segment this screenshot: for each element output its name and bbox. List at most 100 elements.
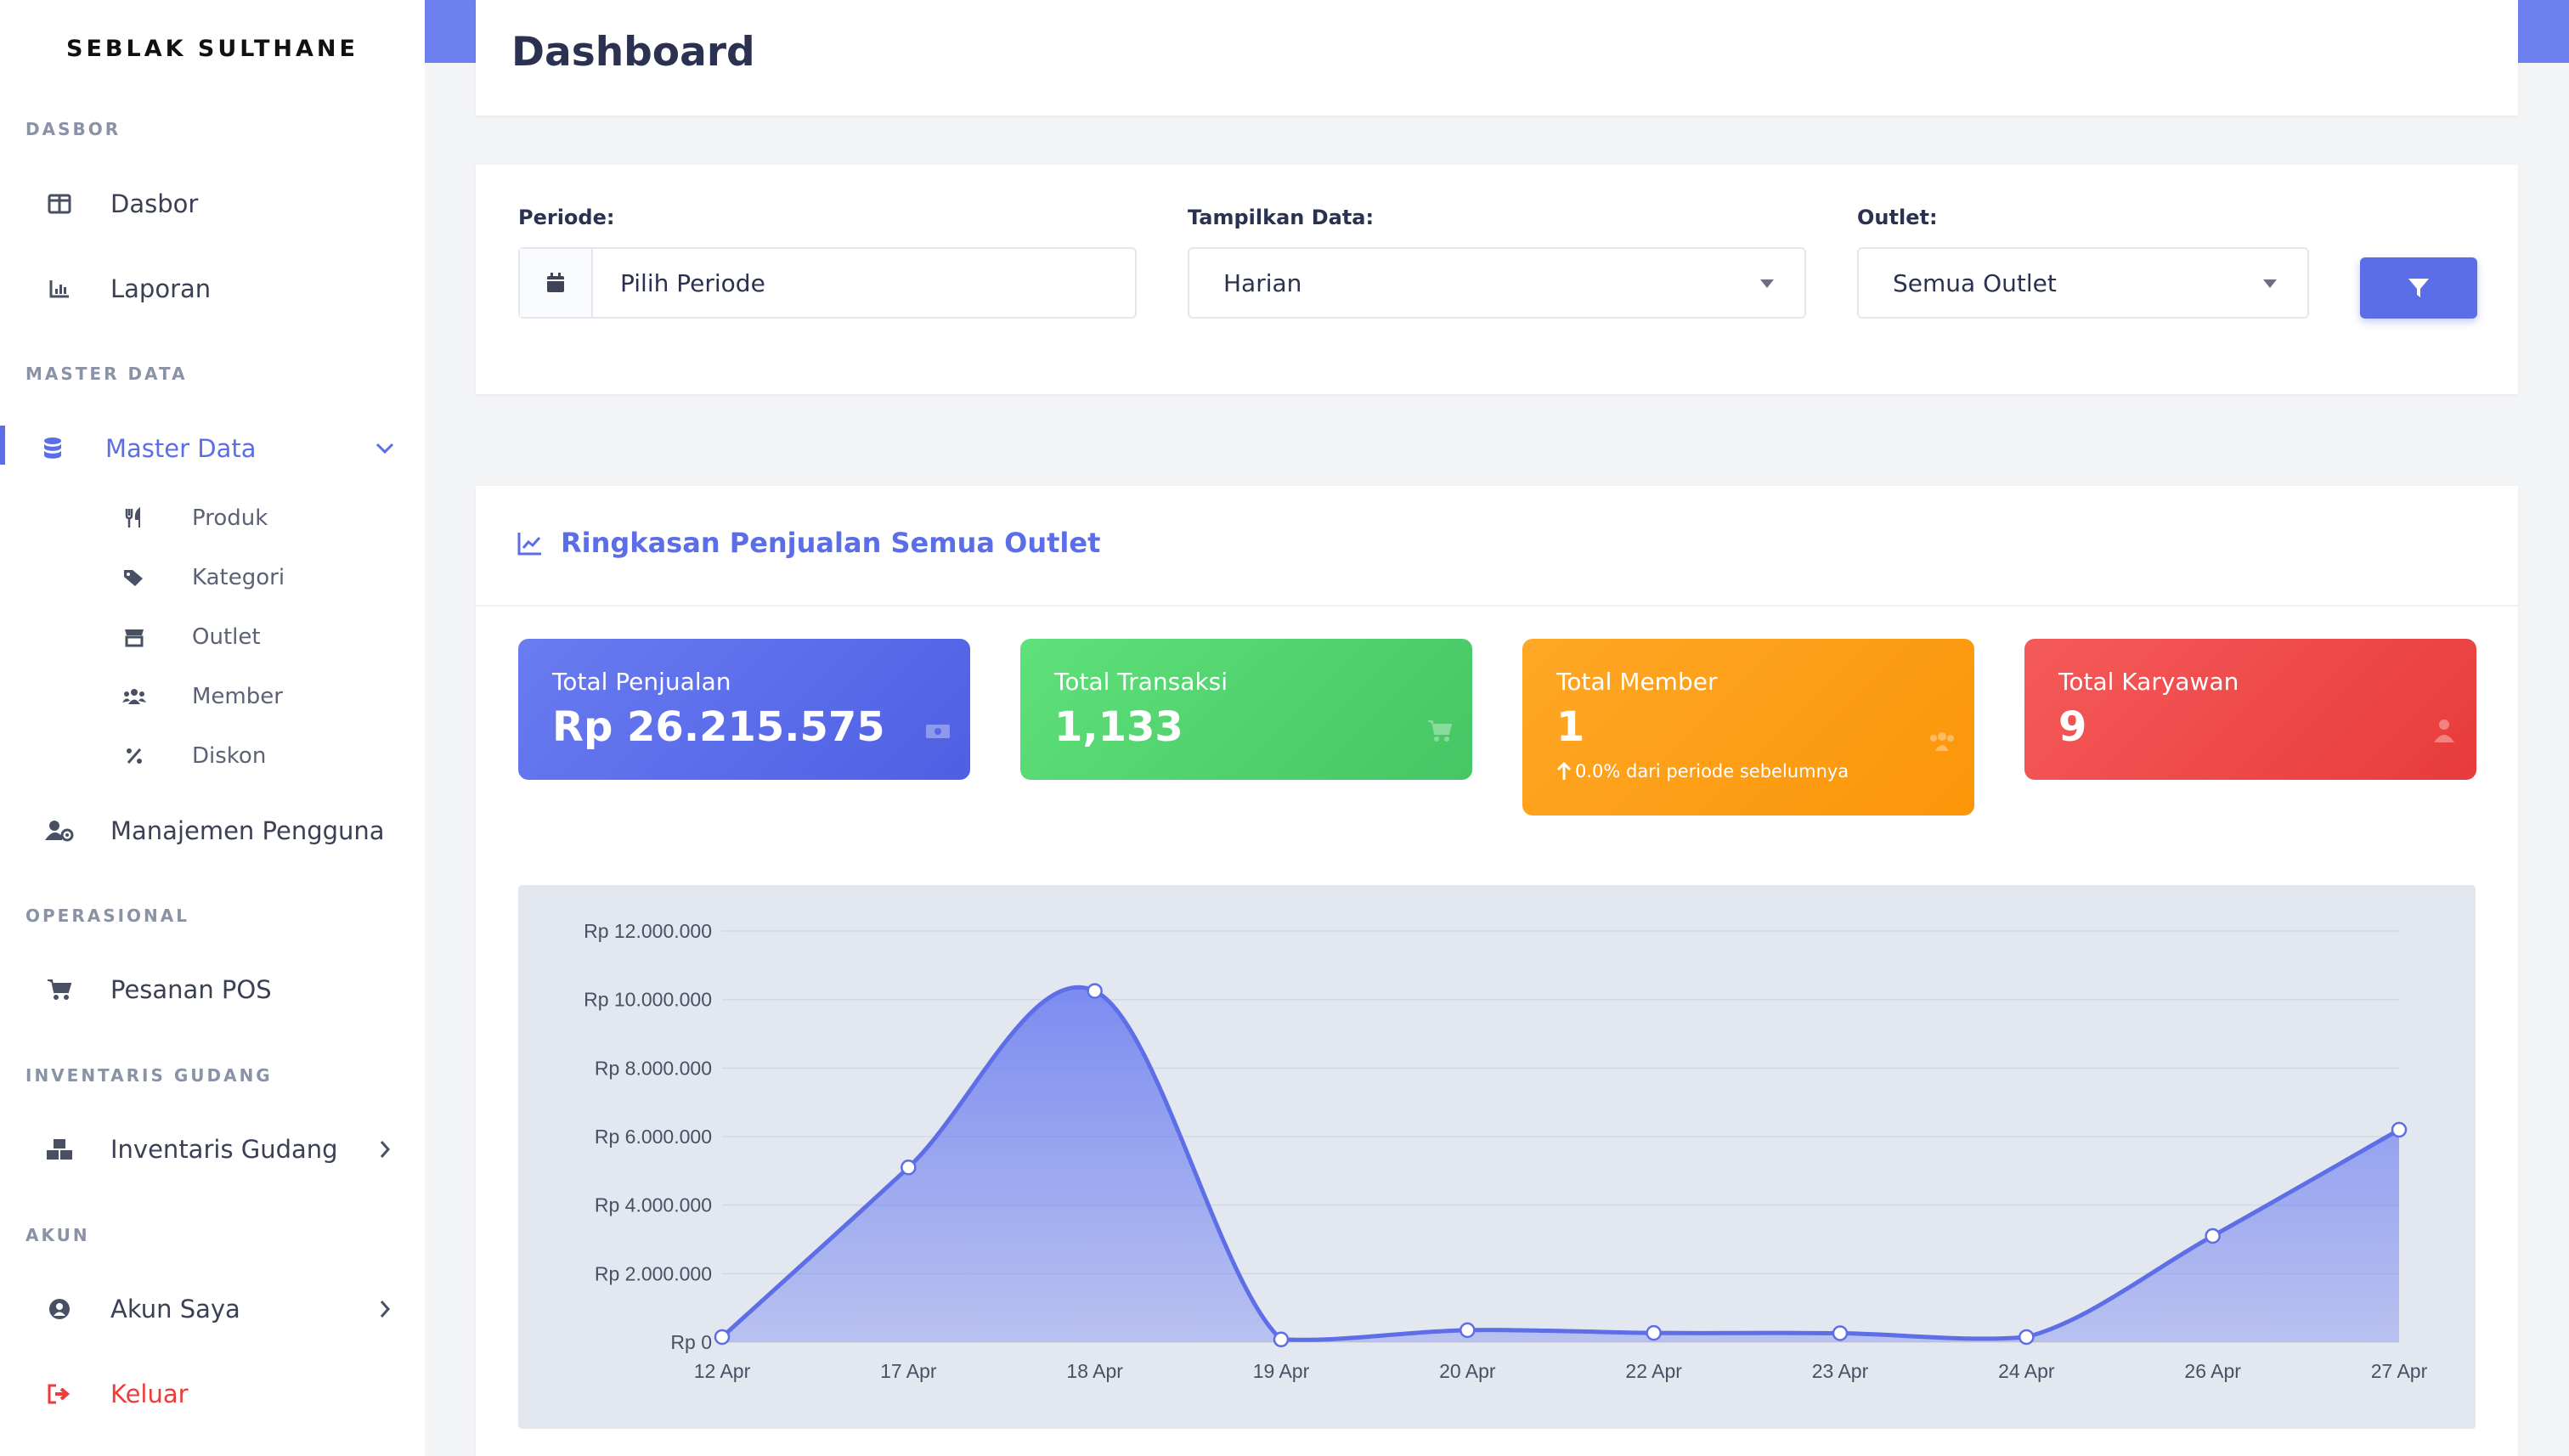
data-point [901,1160,917,1176]
x-tick-label: 19 Apr [1253,1360,1310,1382]
y-tick-label: Rp 0 [670,1331,712,1353]
sidebar-subitem-outlet[interactable]: Outlet [0,612,425,663]
tags-icon [121,564,148,591]
chevron-down-icon[interactable] [372,436,398,461]
y-tick-label: Rp 8.000.000 [595,1057,712,1079]
stat-value: 1,133 [1054,703,1183,751]
stat-card-total-member: Total Member 1 0.0% dari periode sebelum… [1522,639,1974,815]
filter-card: Periode: Pilih Periode Tampilkan Data: H… [476,165,2518,394]
data-point [2391,1121,2408,1138]
sidebar-subitem-label: Diskon [192,743,267,769]
x-tick-label: 20 Apr [1439,1360,1496,1382]
stat-title: Total Member [1556,668,1718,696]
section-akun: AKUN [25,1225,90,1245]
sidebar-subitem-kategori[interactable]: Kategori [0,552,425,603]
stat-change-note: 0.0% dari periode sebelumnya [1556,761,1849,782]
data-point [1832,1325,1849,1341]
sidebar: SEBLAK SULTHANE DASBOR Dasbor Laporan MA… [0,0,425,1456]
database-icon [37,433,68,464]
sidebar-item-label: Master Data [105,434,257,463]
section-operasional: OPERASIONAL [25,906,190,926]
data-point [2019,1329,2035,1346]
arrow-up-icon [1556,762,1572,780]
tampilkan-data-value: Harian [1223,269,1302,297]
stat-card-total-penjualan: Total Penjualan Rp 26.215.575 [518,639,970,780]
tampilkan-data-label: Tampilkan Data: [1188,206,1375,229]
chevron-right-icon[interactable] [372,1296,398,1322]
sidebar-subitem-member[interactable]: Member [0,671,425,722]
sidebar-item-label: Dasbor [110,189,199,218]
boxes-icon [44,1134,75,1165]
y-tick-label: Rp 2.000.000 [595,1262,712,1284]
sidebar-item-pesanan-pos[interactable]: Pesanan POS [0,960,425,1019]
sales-chart-svg: Rp 0 Rp 2.000.000 Rp 4.000.000 Rp 6.000.000… [584,920,2428,1382]
sidebar-item-laporan[interactable]: Laporan [0,259,425,319]
y-tick-label: Rp 10.000.000 [584,989,712,1011]
utensils-icon [121,505,148,532]
page-title: Dashboard [511,29,755,76]
periode-input[interactable]: Pilih Periode [518,247,1137,319]
caret-down-icon [2263,279,2277,288]
tampilkan-data-select[interactable]: Harian [1188,247,1806,319]
x-tick-label: 17 Apr [880,1360,937,1382]
x-tick-label: 23 Apr [1812,1360,1869,1382]
x-tick-label: 18 Apr [1066,1360,1123,1382]
stat-change-text: 0.0% dari periode sebelumnya [1575,761,1849,782]
stat-value: 9 [2058,703,2087,751]
sidebar-item-keluar[interactable]: Keluar [0,1364,425,1424]
sidebar-subitem-label: Outlet [192,624,261,650]
data-point [1646,1324,1662,1341]
stat-title: Total Karyawan [2058,668,2239,696]
data-point [1273,1331,1290,1348]
outlet-label: Outlet: [1857,206,1938,229]
periode-label: Periode: [518,206,615,229]
section-master-data: MASTER DATA [25,364,188,384]
sidebar-item-akun-saya[interactable]: Akun Saya [0,1279,425,1339]
y-tick-label: Rp 6.000.000 [595,1126,712,1148]
caret-down-icon [1760,279,1774,288]
sidebar-item-inventaris-gudang[interactable]: Inventaris Gudang [0,1120,425,1179]
outlet-value: Semua Outlet [1893,269,2057,297]
data-point [1087,983,1103,999]
users-icon [1930,732,1954,751]
line-chart-icon [517,533,541,556]
user-circle-icon [44,1294,75,1324]
filter-button[interactable] [2360,257,2477,319]
x-tick-label: 26 Apr [2184,1360,2241,1382]
chart-icon [44,274,75,304]
sidebar-subitem-label: Produk [192,505,268,531]
x-tick-label: 27 Apr [2371,1360,2428,1382]
data-point [714,1329,731,1346]
cart-icon [1428,720,1453,742]
calendar-icon[interactable] [520,249,593,317]
money-bill-icon [926,725,950,738]
sidebar-item-master-data[interactable]: Master Data [0,419,425,478]
data-point [2205,1227,2221,1244]
sidebar-subitem-diskon[interactable]: Diskon [0,731,425,782]
user-tie-icon [2434,720,2454,742]
summary-card: Ringkasan Penjualan Semua Outlet Total P… [476,486,2518,1456]
stat-title: Total Penjualan [552,668,731,696]
outlet-select[interactable]: Semua Outlet [1857,247,2309,319]
header-accent-right [2518,0,2569,63]
brand-logo[interactable]: SEBLAK SULTHANE [66,36,359,62]
periode-placeholder: Pilih Periode [620,269,765,297]
sidebar-item-manajemen-pengguna[interactable]: Manajemen Pengguna [0,801,425,861]
sidebar-subitem-produk[interactable]: Produk [0,493,425,544]
stat-card-total-karyawan: Total Karyawan 9 [2024,639,2476,780]
stat-title: Total Transaksi [1054,668,1228,696]
sidebar-item-label: Inventaris Gudang [110,1135,338,1164]
data-point [1460,1322,1476,1339]
x-tick-label: 12 Apr [694,1360,751,1382]
header-accent-left [425,0,476,63]
x-tick-label: 24 Apr [1998,1360,2055,1382]
sidebar-item-label: Laporan [110,274,212,303]
stat-value: Rp 26.215.575 [552,703,885,751]
chevron-right-icon[interactable] [372,1137,398,1162]
sidebar-item-label: Manajemen Pengguna [110,816,385,845]
sidebar-item-label: Keluar [110,1380,189,1408]
sidebar-item-dasbor[interactable]: Dasbor [0,174,425,234]
sidebar-subitem-label: Kategori [192,565,285,590]
series-area [722,987,2399,1342]
sidebar-item-label: Pesanan POS [110,975,272,1004]
